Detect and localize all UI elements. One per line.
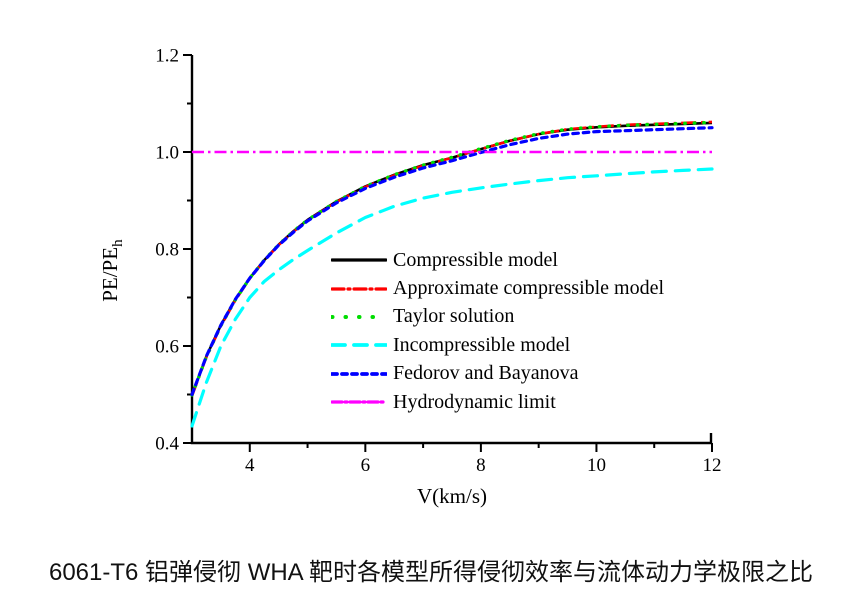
y-axis-label-subscript: h [110, 239, 127, 247]
legend-label: Approximate compressible model [393, 277, 665, 300]
x-tick-label: 6 [361, 455, 371, 476]
y-tick-label: 0.8 [155, 240, 179, 261]
y-tick-label: 0.6 [155, 337, 179, 358]
x-tick-label: 12 [703, 455, 722, 476]
legend-item: Hydrodynamic limit [331, 388, 664, 416]
legend-label: Compressible model [393, 248, 558, 271]
legend-item: Approximate compressible model [331, 274, 664, 302]
y-tick-label: 1.0 [155, 143, 179, 164]
legend-item: Fedorov and Bayanova [331, 360, 664, 388]
x-axis-label: V(km/s) [417, 484, 487, 508]
legend-label: Incompressible model [393, 333, 571, 356]
legend-item: Compressible model [331, 246, 664, 274]
legend-line-sample [331, 286, 387, 291]
x-tick-label: 4 [245, 455, 255, 476]
legend-item: Taylor solution [331, 303, 664, 331]
legend-label: Fedorov and Bayanova [393, 362, 579, 385]
caption: 6061-T6 铝弹侵彻 WHA 靶时各模型所得侵彻效率与流体动力学极限之比 [48, 559, 814, 586]
legend-line-sample [331, 343, 387, 348]
curve-fedorov-and-bayanova [190, 126, 714, 397]
y-axis-label: PE/PEh [98, 198, 127, 343]
y-tick-label: 0.4 [155, 434, 179, 455]
legend-line-sample [331, 371, 387, 376]
y-axis-label-main: PE/PE [97, 246, 122, 302]
legend-item: Incompressible model [331, 331, 664, 359]
legend-line-sample [331, 400, 387, 404]
x-tick-label: 10 [587, 455, 606, 476]
y-tick-label: 1.2 [155, 46, 179, 67]
legend-line-sample [331, 258, 387, 262]
legend: Compressible model Approximate compressi… [331, 246, 664, 416]
legend-line-sample [331, 314, 387, 319]
legend-label: Hydrodynamic limit [393, 390, 556, 413]
x-tick-label: 8 [476, 455, 486, 476]
curve-incompressible-model [190, 167, 714, 428]
legend-label: Taylor solution [393, 305, 515, 328]
